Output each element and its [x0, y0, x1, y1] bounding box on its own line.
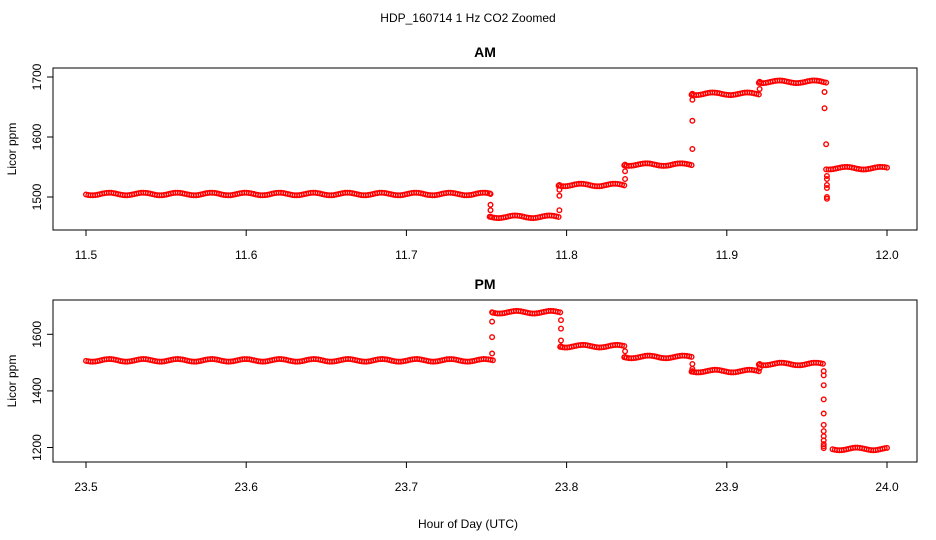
data-point: [489, 318, 496, 325]
data-point: [820, 396, 827, 403]
data-point: [820, 443, 827, 450]
data-point: [556, 186, 563, 193]
x-tick-label: 24.0: [875, 480, 899, 494]
x-tick-label: 12.0: [875, 248, 899, 262]
data-point: [755, 91, 762, 98]
data-point: [756, 361, 763, 368]
y-axis-pm: 1200 1400 1600: [30, 321, 54, 461]
x-tick-label: 23.6: [235, 480, 259, 494]
data-point: [622, 175, 629, 182]
data-point: [823, 181, 830, 188]
x-tick-label: 23.8: [555, 480, 579, 494]
y-tick-label: 1700: [30, 63, 44, 90]
data-point: [622, 161, 629, 168]
x-tick-label: 11.7: [395, 248, 418, 262]
data-point: [881, 164, 888, 171]
data-point: [557, 309, 564, 316]
data-point: [621, 182, 628, 189]
x-tick-label: 23.5: [74, 480, 98, 494]
y-tick-label: 1200: [30, 434, 44, 461]
y-tick-label: 1500: [30, 183, 44, 210]
x-axis-pm: 23.5 23.6 23.7 23.8 23.9 24.0: [74, 461, 899, 494]
data-point: [820, 437, 827, 444]
data-point: [621, 342, 628, 349]
data-point: [884, 164, 891, 171]
data-point: [489, 350, 496, 357]
data-point: [487, 201, 494, 208]
data-point: [820, 372, 827, 379]
data-point: [755, 368, 762, 375]
panel-title-am: AM: [474, 44, 496, 60]
data-point: [756, 85, 763, 92]
data-point: [555, 213, 562, 220]
x-tick-label: 11.8: [555, 248, 578, 262]
panel-pm: PM 23.5 23.6 23.7 23.8 23.9 24.0 1200 1400 1600…: [5, 276, 918, 494]
data-point: [487, 213, 494, 220]
x-axis-title: Hour of Day (UTC): [418, 517, 518, 531]
data-point: [688, 162, 695, 169]
data-point: [823, 172, 830, 179]
data-point: [884, 444, 891, 451]
data-point: [821, 88, 828, 95]
data-point: [823, 184, 830, 191]
data-point: [689, 368, 696, 375]
data-point: [689, 145, 696, 152]
data-point: [823, 141, 830, 148]
data-point: [622, 168, 629, 175]
data-point: [689, 365, 696, 372]
data-point: [557, 317, 564, 324]
plot-frame-am: [52, 67, 918, 231]
data-point: [820, 421, 827, 428]
data-point: [820, 428, 827, 435]
data-point: [820, 382, 827, 389]
data-point: [487, 207, 494, 214]
y-axis-title-am: Licor ppm: [5, 123, 19, 176]
y-axis-title-pm: Licor ppm: [5, 355, 19, 408]
data-point: [823, 79, 830, 86]
data-point: [556, 207, 563, 214]
data-point: [821, 105, 828, 112]
y-tick-label: 1600: [30, 123, 44, 150]
panel-title-pm: PM: [475, 276, 496, 292]
data-point: [489, 334, 496, 341]
data-point: [557, 337, 564, 344]
panel-am: AM 11.5 11.6 11.7 11.8 11.9 12.0 1500 1600 1700…: [5, 44, 918, 262]
x-tick-label: 11.9: [716, 248, 739, 262]
data-point: [689, 361, 696, 368]
data-point: [819, 360, 826, 367]
data-point: [823, 195, 830, 202]
points-am: [82, 77, 891, 222]
data-point: [622, 353, 629, 360]
x-tick-label: 23.7: [395, 480, 419, 494]
data-point: [557, 325, 564, 332]
data-point: [556, 192, 563, 199]
data-point: [689, 90, 696, 97]
data-point: [487, 190, 494, 197]
x-axis-am: 11.5 11.6 11.7 11.8 11.9 12.0: [75, 229, 899, 262]
y-axis-am: 1500 1600 1700: [30, 63, 54, 210]
x-tick-label: 11.6: [235, 248, 258, 262]
y-tick-label: 1400: [30, 377, 44, 404]
main-title: HDP_160714 1 Hz CO2 Zoomed: [380, 11, 555, 25]
x-tick-label: 23.9: [715, 480, 739, 494]
data-point: [820, 410, 827, 417]
data-point: [622, 348, 629, 355]
data-point: [556, 181, 563, 188]
data-point: [820, 445, 827, 452]
data-point: [823, 175, 830, 182]
points-pm: [82, 307, 891, 454]
data-point: [557, 343, 564, 350]
data-point: [688, 353, 695, 360]
x-tick-label: 11.5: [75, 248, 98, 262]
data-point: [689, 117, 696, 124]
data-point: [489, 357, 496, 364]
data-point: [689, 96, 696, 103]
y-tick-label: 1600: [30, 321, 44, 348]
plot-frame-pm: [52, 299, 918, 463]
data-point: [489, 309, 496, 316]
data-point: [756, 78, 763, 85]
